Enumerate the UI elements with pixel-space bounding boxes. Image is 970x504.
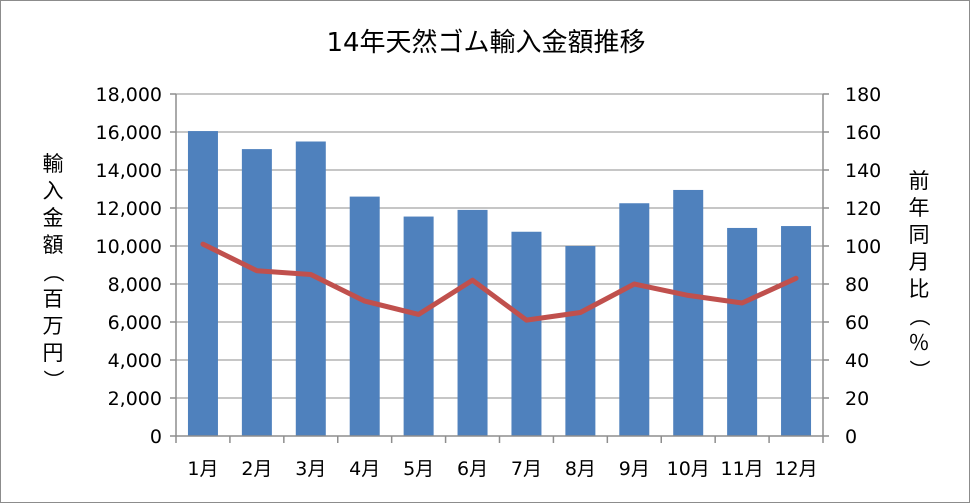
line-point — [579, 312, 581, 313]
axis-label-char: 円 — [43, 341, 64, 365]
y-right-tick-label: 20 — [845, 388, 869, 410]
y-right-tick-label: 0 — [845, 426, 857, 448]
axis-label-char: 百 — [43, 287, 64, 311]
y-axis-left-ticks: 0 2,000 4,000 6,000 8,000 10,000 12,000 14,000 1… — [96, 84, 162, 448]
axis-label-char: 月 — [909, 250, 930, 274]
line-point — [472, 279, 474, 281]
axis-label-char: 輸 — [43, 152, 64, 176]
x-tick-label: 4月 — [349, 458, 380, 480]
y-axis-left-label: 輸入金額 （ 百万円 ） — [41, 152, 65, 391]
bar — [619, 203, 650, 436]
y-left-tick-label: 4,000 — [108, 350, 162, 372]
line-point — [687, 294, 689, 296]
bar — [187, 131, 218, 437]
y-left-tick-label: 14,000 — [96, 160, 162, 182]
bar — [403, 216, 434, 436]
bar — [673, 189, 704, 436]
y-right-tick-label: 100 — [845, 236, 881, 258]
line-point — [256, 270, 258, 272]
line-series — [200, 241, 799, 323]
y-right-tick-label: 120 — [845, 198, 881, 220]
y-right-tick-label: 180 — [845, 84, 881, 106]
bar — [457, 209, 488, 436]
x-tick-label: 1月 — [187, 458, 218, 480]
bar — [781, 226, 812, 436]
axis-label-char: 金 — [43, 206, 64, 230]
y-left-tick-label: 12,000 — [96, 198, 162, 220]
axis-label-char: 同 — [909, 223, 930, 247]
y-left-tick-label: 10,000 — [96, 236, 162, 258]
bar — [241, 149, 272, 436]
x-axis-ticks: 1月 2月 3月 4月 5月 6月 7月 8月 9月 10月 11月 12月 — [187, 458, 817, 480]
y-right-tick-label: 80 — [845, 274, 869, 296]
line-point — [364, 300, 366, 302]
y-left-tick-label: 16,000 — [96, 122, 162, 144]
x-tick-label: 8月 — [565, 458, 596, 480]
x-tick-label: 7月 — [511, 458, 542, 480]
bar — [349, 196, 380, 436]
axis-label-char: 額 — [43, 233, 64, 257]
axis-label-char: ） — [907, 360, 931, 381]
line-point — [418, 313, 420, 315]
line-point — [202, 243, 204, 245]
x-tick-label: 9月 — [619, 458, 650, 480]
bar-series — [187, 131, 812, 437]
y-left-tick-label: 6,000 — [108, 312, 162, 334]
line-point — [633, 283, 635, 285]
axis-label-char: ％ — [909, 331, 930, 355]
axis-label-char: 万 — [43, 314, 64, 338]
x-tick-label: 2月 — [241, 458, 272, 480]
x-tick-label: 3月 — [295, 458, 326, 480]
line-point — [741, 302, 743, 304]
axis-label-char: （ — [41, 262, 65, 283]
axis-label-char: 入 — [43, 179, 64, 203]
bar — [565, 246, 596, 436]
axis-label-char: 比 — [909, 277, 930, 301]
bar — [511, 231, 542, 436]
axes — [170, 93, 829, 443]
y-right-tick-label: 60 — [845, 312, 869, 334]
line-point — [525, 319, 527, 321]
bar — [727, 227, 758, 436]
line-series-path — [200, 241, 799, 323]
bar — [295, 141, 326, 436]
axis-label-char: ） — [41, 370, 65, 391]
x-tick-label: 5月 — [403, 458, 434, 480]
y-axis-right-ticks: 0 20 40 60 80 100 120 140 160 180 — [845, 84, 881, 448]
chart-title: 14年天然ゴム輸入金額推移 — [326, 28, 645, 58]
y-left-tick-label: 18,000 — [96, 84, 162, 106]
y-left-tick-label: 2,000 — [108, 388, 162, 410]
x-tick-label: 6月 — [457, 458, 488, 480]
y-left-tick-label: 8,000 — [108, 274, 162, 296]
x-tick-label: 12月 — [774, 458, 817, 480]
line-point — [795, 277, 797, 279]
y-right-tick-label: 40 — [845, 350, 869, 372]
axis-label-char: 前 — [909, 169, 930, 193]
grid-lines — [176, 93, 823, 399]
y-right-tick-label: 160 — [845, 122, 881, 144]
line-point — [310, 274, 312, 275]
y-right-tick-label: 140 — [845, 160, 881, 182]
x-tick-label: 10月 — [667, 458, 710, 480]
x-tick-label: 11月 — [721, 458, 764, 480]
axis-label-char: （ — [907, 306, 931, 327]
axis-label-char: 年 — [909, 196, 930, 220]
y-left-tick-label: 0 — [150, 426, 162, 448]
